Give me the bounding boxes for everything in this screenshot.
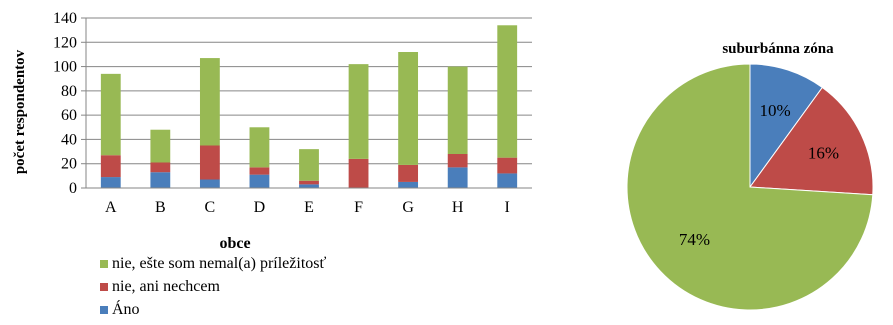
bar-E-segment xyxy=(299,184,319,188)
pie-slice-label: 10% xyxy=(760,101,791,120)
legend-item-ano: Áno xyxy=(100,298,326,321)
bar-E-segment xyxy=(299,180,319,185)
bar-G-segment xyxy=(398,181,419,188)
y-axis-label: počet respondentov xyxy=(12,49,28,174)
bar-A-segment xyxy=(100,73,121,156)
pie-chart: suburbánna zóna 10% 16% 74% xyxy=(626,41,874,311)
legend-item-nie-ani: nie, ani nechcem xyxy=(100,275,326,298)
y-tick-label: 0 xyxy=(69,180,77,197)
bar-G-segment xyxy=(398,164,419,182)
y-tick-label: 20 xyxy=(61,156,77,173)
pie-slice xyxy=(749,86,874,196)
y-tick-label: 140 xyxy=(53,10,77,27)
bar-F-segment xyxy=(348,158,369,188)
stacked-bar-chart: 0 20 40 60 80 100 120 140 A B C D E F G H I počet respon… xyxy=(12,10,532,252)
pie-slice xyxy=(749,63,823,189)
bar-A-segment xyxy=(100,177,121,188)
pie-slice-label: 16% xyxy=(808,143,839,162)
x-tick-label: E xyxy=(304,199,314,216)
legend-item-nie-este: nie, ešte som nemal(a) príležitosť xyxy=(100,252,326,275)
pie-slice xyxy=(626,63,874,311)
bar-G-segment xyxy=(398,52,419,165)
bar-A-segment xyxy=(100,155,121,178)
bar-B-segment xyxy=(150,129,171,163)
pie-slice-label: 74% xyxy=(679,230,710,249)
x-tick-label: I xyxy=(505,199,510,216)
legend-label: nie, ani nechcem xyxy=(112,277,220,295)
y-tick-label: 40 xyxy=(61,131,77,148)
x-tick-label: A xyxy=(105,199,117,216)
pie-slices: 10% 16% 74% xyxy=(626,63,874,311)
x-tick-label: H xyxy=(452,199,464,216)
bar-H-segment xyxy=(447,154,468,168)
legend-swatch-blue xyxy=(100,305,108,314)
bar-C-segment xyxy=(199,179,220,188)
bar-B-segment xyxy=(150,162,171,173)
y-tick-label: 120 xyxy=(53,34,77,51)
bar-D-segment xyxy=(249,167,270,175)
axes: 0 20 40 60 80 100 120 140 A B C D E F G H I xyxy=(53,10,532,216)
bar-B-segment xyxy=(150,172,171,188)
legend-swatch-red xyxy=(100,282,108,291)
bars xyxy=(100,25,518,188)
bar-D-segment xyxy=(249,174,270,188)
bar-C-segment xyxy=(199,145,220,180)
x-axis-label: obce xyxy=(219,235,250,252)
x-tick-label: C xyxy=(205,199,216,216)
x-tick-label: F xyxy=(354,199,363,216)
y-tick-label: 80 xyxy=(61,83,77,100)
bar-I-segment xyxy=(497,25,518,158)
bar-H-segment xyxy=(447,167,468,188)
bar-C-segment xyxy=(199,58,220,146)
bar-D-segment xyxy=(249,127,270,168)
bar-I-segment xyxy=(497,157,518,174)
y-tick-label: 100 xyxy=(53,59,77,76)
bar-I-segment xyxy=(497,173,518,188)
bar-E-segment xyxy=(299,149,319,181)
legend-swatch-green xyxy=(100,259,108,268)
x-tick-label: B xyxy=(155,199,166,216)
x-tick-label: G xyxy=(402,199,414,216)
bar-F-segment xyxy=(348,64,369,159)
pie-title: suburbánna zóna xyxy=(722,41,834,57)
legend-label: Áno xyxy=(112,300,140,318)
legend-label: nie, ešte som nemal(a) príležitosť xyxy=(112,254,327,272)
x-tick-label: D xyxy=(254,199,266,216)
legend: nie, ešte som nemal(a) príležitosť nie, … xyxy=(100,252,326,321)
bar-H-segment xyxy=(447,66,468,154)
y-tick-label: 60 xyxy=(61,107,77,124)
